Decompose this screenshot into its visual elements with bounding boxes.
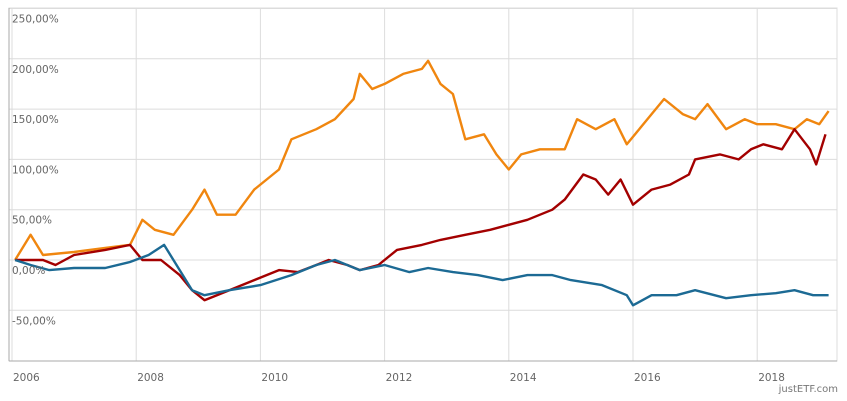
credit-label: justETF.com — [778, 384, 838, 395]
x-tick-label: 2010 — [261, 372, 288, 384]
series-line-red — [15, 127, 827, 302]
grid — [8, 7, 838, 362]
x-tick-label: 2016 — [634, 372, 661, 384]
y-tick-label: 250,00% — [12, 14, 59, 26]
y-tick-label: 200,00% — [12, 64, 59, 76]
x-tick-label: 2012 — [386, 372, 413, 384]
y-tick-label: 150,00% — [12, 114, 59, 126]
plot-border — [8, 7, 838, 362]
x-tick-label: 2018 — [758, 372, 785, 384]
x-tick-label: 2014 — [510, 372, 537, 384]
y-tick-label: 0,00% — [12, 265, 45, 277]
y-tick-label: 50,00% — [12, 215, 52, 227]
y-tick-label: 100,00% — [12, 164, 59, 176]
y-tick-label: -50,00% — [12, 315, 56, 327]
series-line-orange — [14, 59, 830, 261]
x-tick-label: 2006 — [13, 372, 40, 384]
series-line-blue — [14, 243, 829, 307]
series-lines — [14, 59, 830, 307]
axes: -50,00% 0,00% 50,00% 100,00% 150,00% 200,00% 2… — [8, 8, 837, 384]
x-tick-label: 2008 — [137, 372, 164, 384]
